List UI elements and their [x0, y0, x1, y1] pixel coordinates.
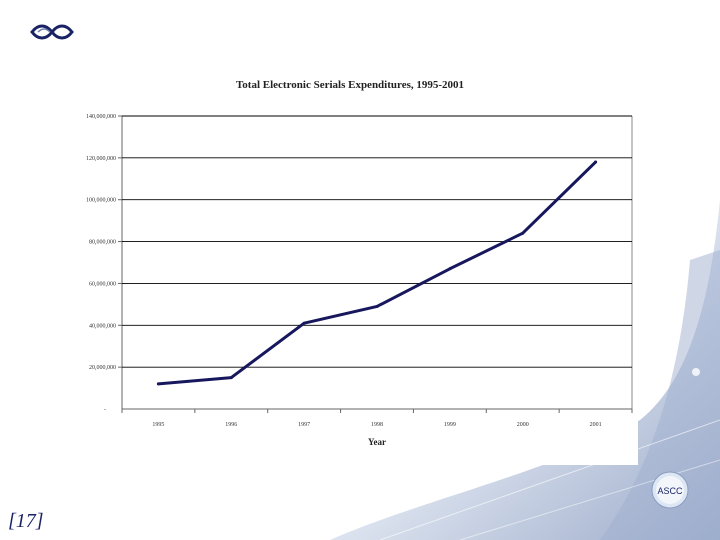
slide-number: [17] — [8, 510, 44, 532]
x-axis-label: Year — [368, 437, 386, 447]
data-point — [521, 231, 525, 235]
y-tick-label: 100,000,000 — [86, 198, 116, 204]
series-line — [156, 160, 598, 386]
ascc-badge-label: ASCC — [657, 486, 683, 496]
x-tick-label: 1997 — [298, 422, 310, 428]
data-point — [229, 376, 233, 380]
data-point — [594, 160, 598, 164]
data-point — [448, 267, 452, 271]
x-tick-label: 2000 — [517, 422, 529, 428]
y-tick-label: 60,000,000 — [89, 281, 116, 287]
line-chart: Total Electronic Serials Expenditures, 1… — [86, 79, 633, 447]
x-tick-label: 1996 — [225, 422, 237, 428]
data-point — [302, 321, 306, 325]
x-tick-label: 1999 — [444, 422, 456, 428]
chart-container: Total Electronic Serials Expenditures, 1… — [62, 70, 638, 465]
y-tick-label: 120,000,000 — [86, 156, 116, 162]
y-tick-label-bottom: - — [104, 407, 106, 413]
y-tick-label: 20,000,000 — [89, 365, 116, 371]
logo-icon — [30, 24, 74, 40]
y-tick-label: 140,000,000 — [86, 114, 116, 120]
x-tick-label: 1998 — [371, 422, 383, 428]
x-tick-label: 2001 — [590, 422, 602, 428]
x-tick-label: 1995 — [152, 422, 164, 428]
chart-title: Total Electronic Serials Expenditures, 1… — [236, 79, 464, 91]
y-tick-label: 80,000,000 — [89, 240, 116, 246]
ascc-badge: ASCC — [651, 471, 689, 509]
y-tick-label: 40,000,000 — [89, 323, 116, 329]
data-point — [156, 382, 160, 386]
data-point — [375, 304, 379, 308]
